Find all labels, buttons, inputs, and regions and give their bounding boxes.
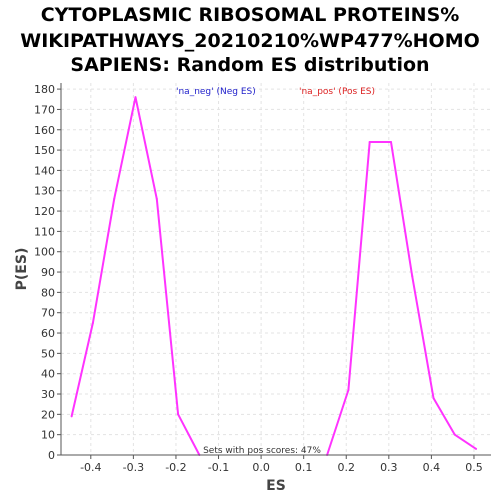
- y-tick-label: 20: [41, 408, 55, 421]
- y-tick-label: 130: [34, 185, 55, 198]
- series-layer: [70, 96, 478, 456]
- y-tick-label: 50: [41, 347, 55, 360]
- y-tick-label: 100: [34, 246, 55, 259]
- plot-area: [61, 83, 491, 455]
- data-point: [155, 197, 158, 200]
- y-axis-label: P(ES): [14, 248, 30, 291]
- x-tick-label: 0.4: [423, 461, 441, 474]
- data-point: [70, 415, 73, 418]
- x-tick-label: 0.3: [380, 461, 398, 474]
- chart-title-line-2: WIKIPATHWAYS_20210210%WP477%HOMO: [20, 30, 480, 52]
- data-point: [432, 397, 435, 400]
- data-point: [113, 197, 116, 200]
- y-tick-label: 120: [34, 205, 55, 218]
- data-point: [347, 388, 350, 391]
- y-tick-label: 10: [41, 429, 55, 442]
- data-point: [134, 96, 137, 99]
- data-point: [411, 275, 414, 278]
- y-tick-label: 180: [34, 83, 55, 96]
- x-tick-label: -0.3: [123, 461, 144, 474]
- y-tick-label: 170: [34, 103, 55, 116]
- y-tick-label: 0: [48, 449, 55, 462]
- x-tick-label: -0.2: [165, 461, 186, 474]
- y-tick-label: 30: [41, 388, 55, 401]
- chart-title-line-3: SAPIENS: Random ES distribution: [70, 54, 429, 76]
- y-tick-label: 160: [34, 124, 55, 137]
- y-tick-label: 110: [34, 225, 55, 238]
- legend-entry-neg: 'na_neg' (Neg ES): [176, 87, 256, 97]
- y-tick-label: 150: [34, 144, 55, 157]
- y-tick-label: 40: [41, 368, 55, 381]
- data-point: [453, 433, 456, 436]
- y-tick-label: 90: [41, 266, 55, 279]
- es-distribution-line-2: [326, 141, 477, 456]
- chart-title-line-1: CYTOPLASMIC RIBOSOMAL PROTEINS%: [41, 4, 460, 26]
- x-tick-label: 0.5: [465, 461, 483, 474]
- x-axis-ticks: -0.4 -0.3 -0.2 -0.1 0.0 0.1 0.2 0.3 0.4 0.5: [80, 455, 483, 474]
- x-tick-label: -0.1: [208, 461, 229, 474]
- data-point: [368, 140, 371, 143]
- legend-entry-pos: 'na_pos' (Pos ES): [299, 87, 375, 97]
- data-point: [389, 140, 392, 143]
- y-tick-label: 60: [41, 327, 55, 340]
- data-point: [91, 321, 94, 324]
- y-tick-label: 70: [41, 307, 55, 320]
- x-tick-label: 0.0: [252, 461, 270, 474]
- data-point: [475, 447, 478, 450]
- x-tick-label: -0.4: [80, 461, 101, 474]
- grid: [61, 83, 491, 456]
- axes: [60, 83, 491, 456]
- x-axis-label: ES: [266, 478, 286, 494]
- chart-title: CYTOPLASMIC RIBOSOMAL PROTEINS% WIKIPATH…: [20, 4, 480, 76]
- pos-score-annotation: Sets with pos scores: 47%: [203, 446, 321, 456]
- y-axis-ticks: 0 10 20 30 40 50 60 70 80 90 100 110 120 130 140 150 160…: [34, 83, 61, 462]
- data-point: [177, 413, 180, 416]
- x-tick-label: 0.1: [295, 461, 313, 474]
- x-tick-label: 0.2: [337, 461, 355, 474]
- y-tick-label: 80: [41, 286, 55, 299]
- y-tick-label: 140: [34, 164, 55, 177]
